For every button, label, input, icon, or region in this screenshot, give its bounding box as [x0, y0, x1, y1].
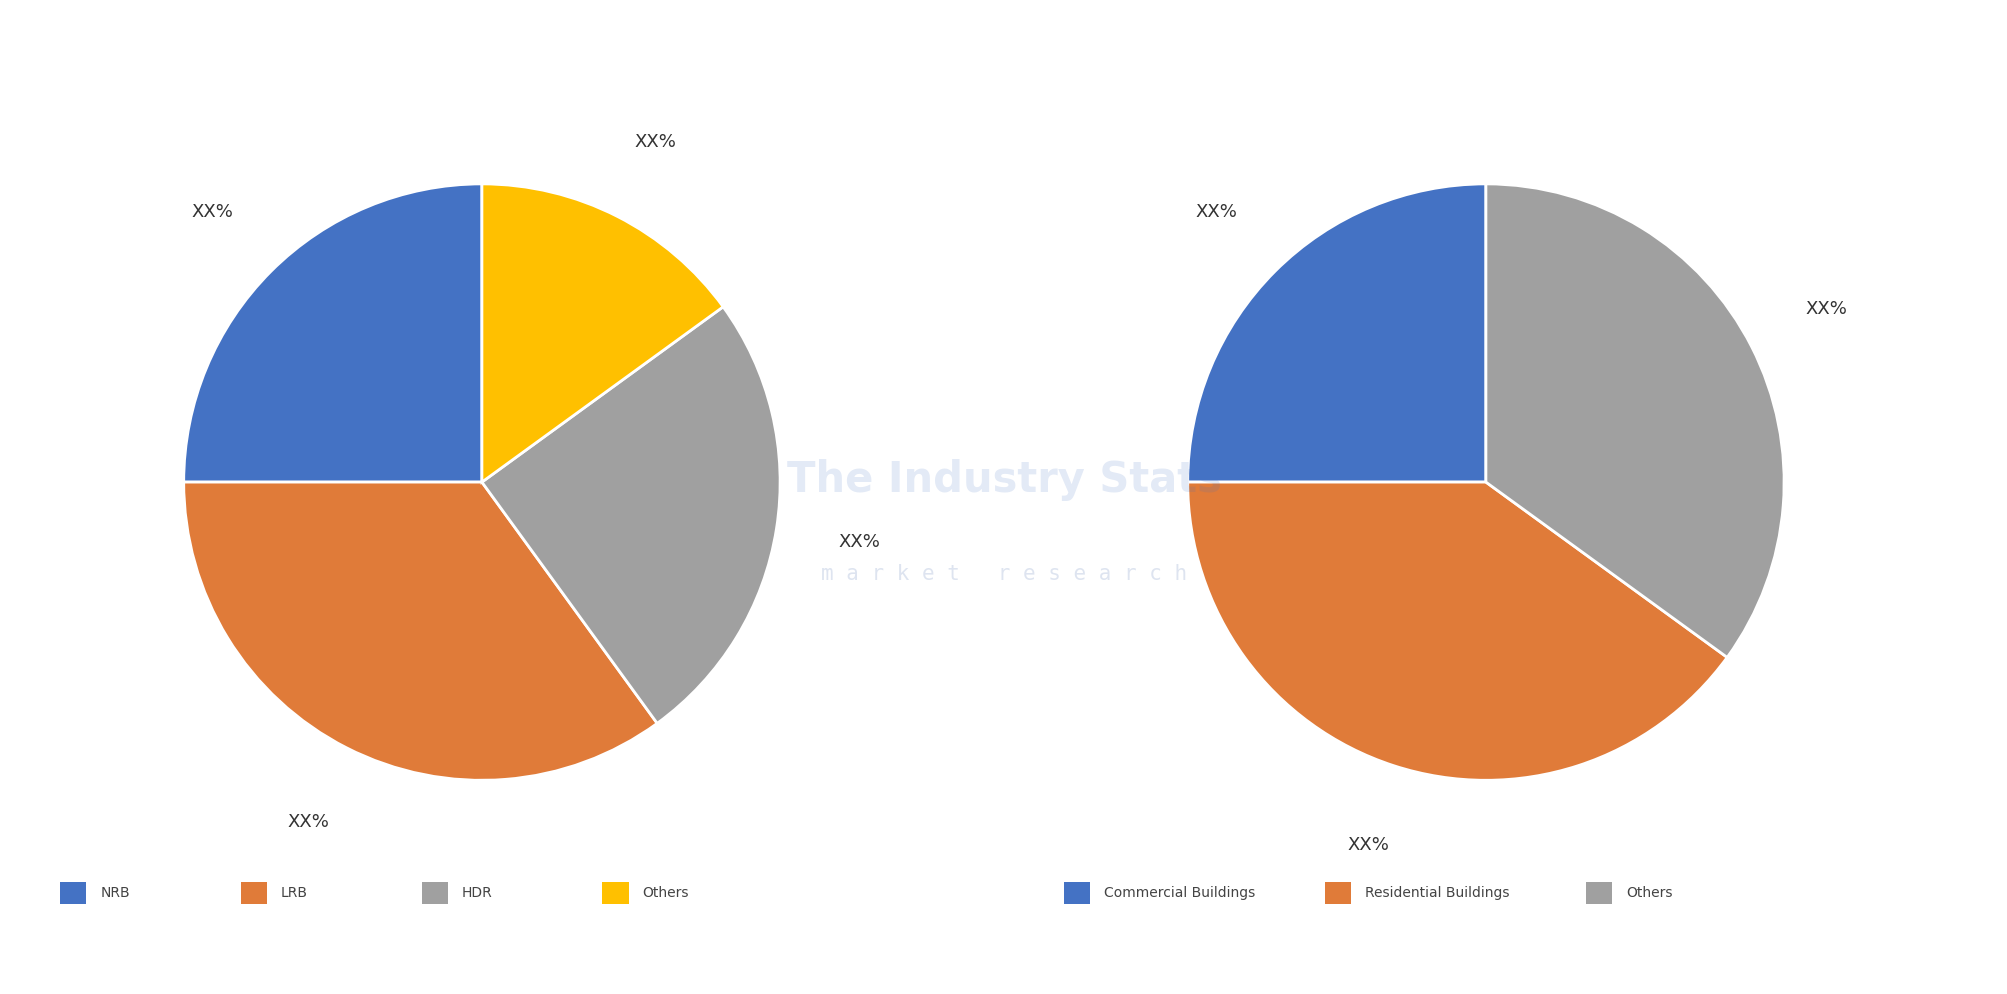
- Text: Email: sales@theindustrystats.com: Email: sales@theindustrystats.com: [839, 953, 1168, 972]
- Wedge shape: [183, 482, 656, 780]
- Text: HDR: HDR: [462, 886, 492, 901]
- FancyBboxPatch shape: [1586, 882, 1612, 905]
- FancyBboxPatch shape: [1325, 882, 1351, 905]
- Wedge shape: [1485, 184, 1784, 657]
- FancyBboxPatch shape: [1064, 882, 1090, 905]
- Text: Website: www.theindustrystats.com: Website: www.theindustrystats.com: [1626, 953, 1967, 972]
- Text: The Industry Stats: The Industry Stats: [787, 459, 1220, 501]
- Text: XX%: XX%: [1347, 836, 1389, 854]
- Text: XX%: XX%: [634, 133, 676, 151]
- FancyBboxPatch shape: [241, 882, 267, 905]
- Text: LRB: LRB: [281, 886, 307, 901]
- Text: XX%: XX%: [1194, 203, 1236, 222]
- Text: XX%: XX%: [287, 813, 329, 831]
- FancyBboxPatch shape: [60, 882, 86, 905]
- Text: Others: Others: [1626, 886, 1672, 901]
- Wedge shape: [482, 307, 781, 724]
- Wedge shape: [183, 184, 482, 482]
- Text: Others: Others: [642, 886, 688, 901]
- FancyBboxPatch shape: [421, 882, 448, 905]
- Text: Residential Buildings: Residential Buildings: [1365, 886, 1509, 901]
- Text: Source: Theindustrystats Analysis: Source: Theindustrystats Analysis: [40, 953, 359, 972]
- Text: NRB: NRB: [100, 886, 130, 901]
- Text: Commercial Buildings: Commercial Buildings: [1104, 886, 1254, 901]
- Wedge shape: [1186, 482, 1726, 780]
- Text: XX%: XX%: [1804, 300, 1846, 318]
- Text: m a r k e t   r e s e a r c h: m a r k e t r e s e a r c h: [821, 564, 1186, 584]
- Text: XX%: XX%: [837, 533, 879, 551]
- Text: XX%: XX%: [191, 203, 233, 222]
- FancyBboxPatch shape: [602, 882, 628, 905]
- Text: Fig. Global Seismic Base Isolation System Market Share by Product Types & Applic: Fig. Global Seismic Base Isolation Syste…: [36, 45, 1341, 71]
- Wedge shape: [482, 184, 723, 482]
- Wedge shape: [1186, 184, 1485, 482]
